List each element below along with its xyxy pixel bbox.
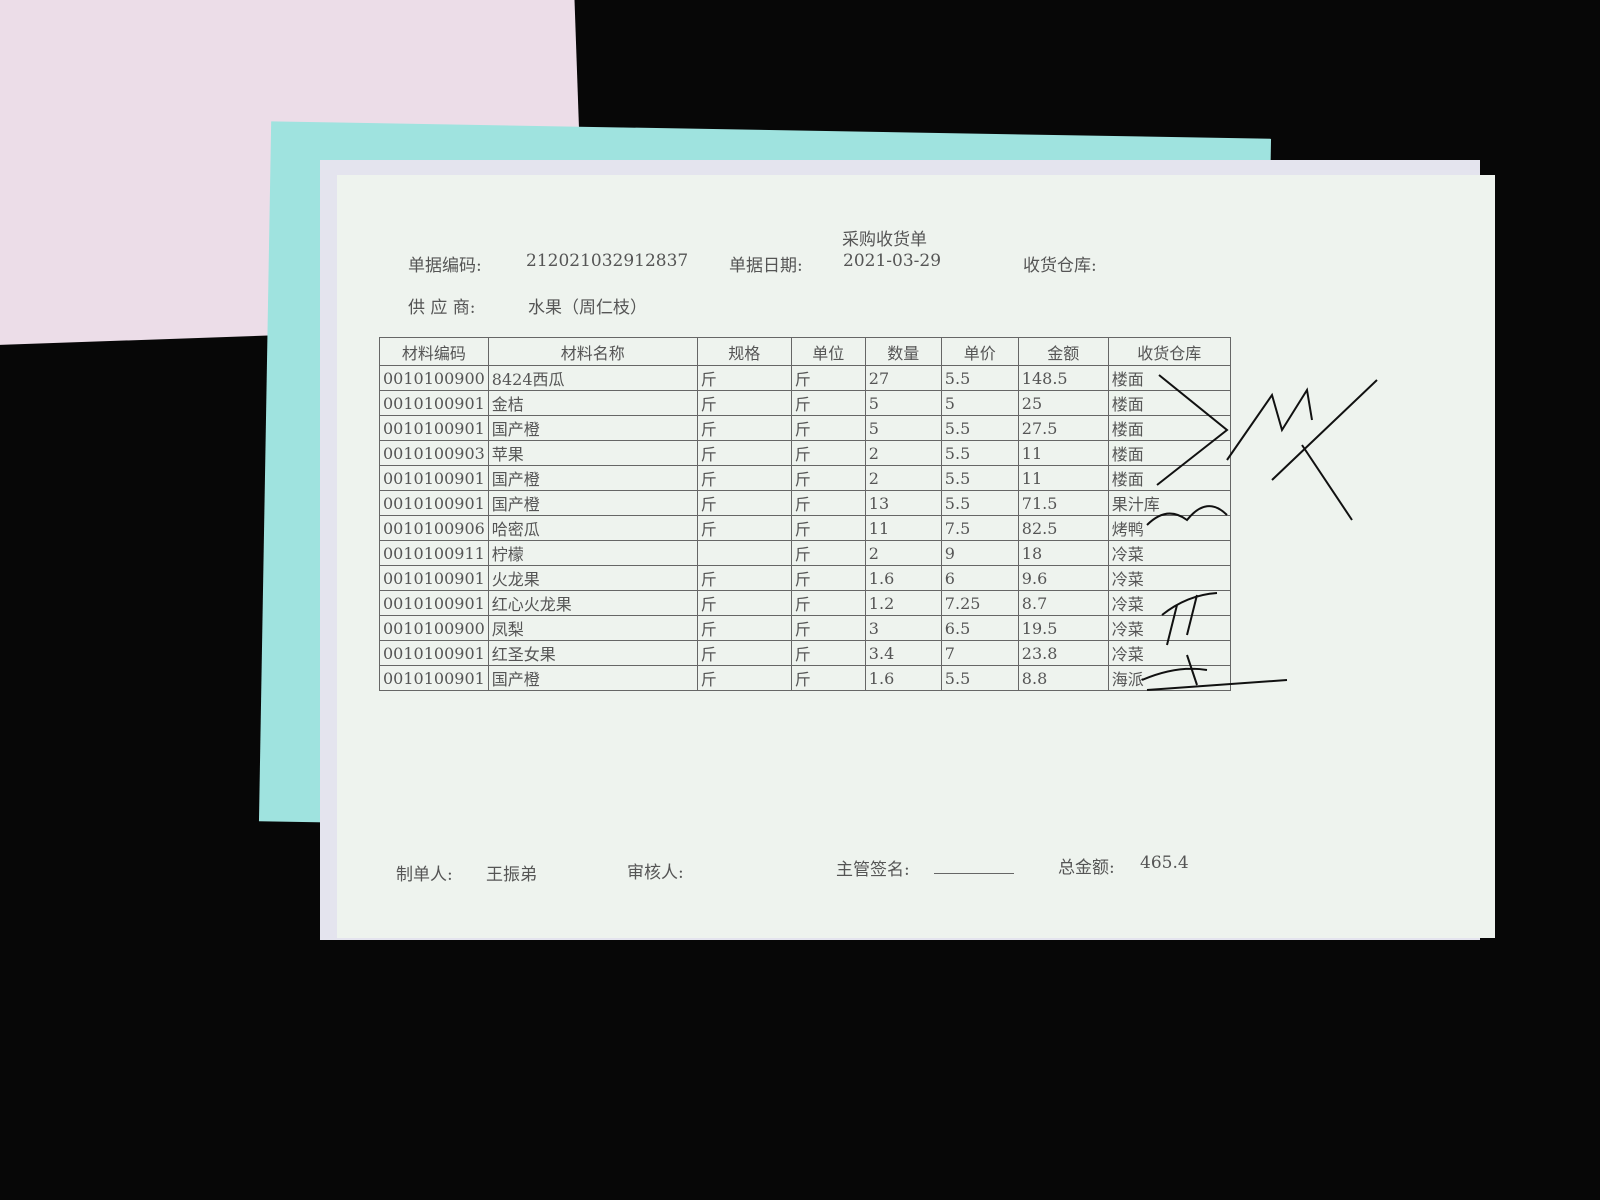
table-cell: 0010100901 — [379, 665, 489, 691]
table-cell: 斤 — [790, 590, 866, 616]
table-cell: 国产橙 — [487, 465, 698, 491]
table-cell: 23.8 — [1017, 640, 1109, 666]
signature-stroke — [1161, 592, 1218, 646]
table-cell: 27 — [864, 365, 942, 391]
table-cell: 楼面 — [1107, 365, 1231, 391]
value: 212021032912837 — [526, 251, 689, 271]
table-cell: 25 — [1017, 390, 1109, 416]
table-cell: 11 — [864, 515, 942, 541]
label: 收货仓库: — [1023, 256, 1097, 276]
table-cell: 海派 — [1107, 665, 1231, 691]
table-cell: 苹果 — [487, 440, 698, 466]
table-cell: 9 — [940, 540, 1019, 566]
table-cell: 0010100901 — [379, 465, 489, 491]
table-cell: 斤 — [790, 665, 866, 691]
table-cell: 冷菜 — [1107, 565, 1231, 591]
table-cell: 27.5 — [1017, 415, 1109, 441]
label: 审核人: — [627, 863, 684, 883]
table-cell: 0010100901 — [379, 490, 489, 516]
table-cell: 8.8 — [1017, 665, 1109, 691]
table-cell: 1.2 — [864, 590, 942, 616]
table-cell: 5.5 — [940, 490, 1019, 516]
table-cell: 斤 — [696, 590, 792, 616]
signature-stroke — [1156, 374, 1229, 486]
table-row: 0010100901 红心火龙果斤斤 1.2 7.25 8.7 冷菜 — [379, 590, 1231, 616]
table-cell: 斤 — [790, 615, 866, 641]
value: 水果（周仁枝） — [528, 298, 647, 318]
table-cell: 11 — [1017, 440, 1109, 466]
table-cell: 6 — [940, 565, 1019, 591]
label: 供 应 商: — [408, 298, 476, 318]
table-cell: 果汁库 — [1107, 490, 1231, 516]
signature-line — [934, 873, 1014, 874]
label: 制单人: — [396, 865, 453, 885]
table-cell: 0010100901 — [379, 565, 489, 591]
table-cell: 斤 — [790, 390, 866, 416]
value: 465.4 — [1140, 853, 1189, 873]
table-row: 0010100901 国产橙斤斤 2 5.5 11 楼面 — [379, 465, 1231, 491]
table-cell: 冷菜 — [1107, 640, 1231, 666]
table-cell: 71.5 — [1017, 490, 1109, 516]
table-cell: 18 — [1017, 540, 1109, 566]
table-cell: 斤 — [790, 640, 866, 666]
label: 总金额: — [1058, 858, 1115, 878]
column-header: 单位 — [790, 337, 866, 366]
table-cell: 8.7 — [1017, 590, 1109, 616]
table-cell: 斤 — [696, 665, 792, 691]
table-cell: 斤 — [696, 390, 792, 416]
table-cell: 9.6 — [1017, 565, 1109, 591]
table-row: 0010100901 国产橙斤斤 5 5.5 27.5 楼面 — [379, 415, 1231, 441]
table-cell: 5.5 — [940, 440, 1019, 466]
table-cell: 0010100900 — [379, 615, 489, 641]
table-cell: 斤 — [696, 615, 792, 641]
signature-stroke — [1141, 654, 1288, 691]
table-row: 0010100901 国产橙斤斤 1.6 5.5 8.8 海派 — [379, 665, 1231, 691]
table-cell: 斤 — [696, 465, 792, 491]
column-header: 收货仓库 — [1107, 337, 1231, 366]
signature-stroke — [1271, 379, 1378, 521]
table-cell: 1.6 — [864, 565, 942, 591]
value: 2021-03-29 — [843, 251, 942, 271]
table-cell: 楼面 — [1107, 465, 1231, 491]
signature-stroke — [1146, 505, 1228, 526]
column-header: 金额 — [1017, 337, 1109, 366]
label: 单据日期: — [729, 256, 803, 276]
table-cell: 斤 — [696, 415, 792, 441]
table-cell: 红圣女果 — [487, 640, 698, 666]
table-cell: 烤鸭 — [1107, 515, 1231, 541]
table-cell: 国产橙 — [487, 665, 698, 691]
table-cell: 0010100901 — [379, 390, 489, 416]
table-cell: 冷菜 — [1107, 590, 1231, 616]
table-cell: 斤 — [790, 540, 866, 566]
table-cell — [696, 540, 792, 566]
table-row: 0010100900 8424西瓜斤斤 27 5.5 148.5 楼面 — [379, 365, 1231, 391]
table-cell: 斤 — [696, 565, 792, 591]
table-cell: 11 — [1017, 465, 1109, 491]
header-row: 材料编码 材料名称 规格 单位 数量 单价 金额 收货仓库 — [379, 337, 1231, 366]
signatures — [1141, 374, 1378, 691]
table-cell: 2 — [864, 440, 942, 466]
receipt: 采购收货单 单据编码: 212021032912837 单据日期: 2021-0… — [337, 175, 1495, 938]
table-cell: 凤梨 — [487, 615, 698, 641]
table-cell: 0010100900 — [379, 365, 489, 391]
table-cell: 148.5 — [1017, 365, 1109, 391]
title: 采购收货单 — [842, 230, 927, 250]
signature-stroke — [1226, 387, 1313, 461]
value: 王振弟 — [486, 865, 537, 885]
table-cell: 5.5 — [940, 415, 1019, 441]
label: 单据编码: — [408, 256, 482, 276]
table-cell: 红心火龙果 — [487, 590, 698, 616]
table-row: 0010100901 红圣女果斤斤 3.4 7 23.8 冷菜 — [379, 640, 1231, 666]
column-header: 材料编码 — [379, 337, 489, 366]
table-cell: 0010100901 — [379, 640, 489, 666]
items-table: 材料编码 材料名称 规格 单位 数量 单价 金额 收货仓库 0010100900 8424西瓜斤… — [379, 337, 1231, 691]
table-cell: 1.6 — [864, 665, 942, 691]
table-row: 0010100900 凤梨斤斤 3 6.5 19.5 冷菜 — [379, 615, 1231, 641]
table-row: 0010100901 火龙果斤斤 1.6 6 9.6 冷菜 — [379, 565, 1231, 591]
table-cell: 7.5 — [940, 515, 1019, 541]
label: 主管签名: — [836, 860, 910, 880]
table-cell: 斤 — [790, 515, 866, 541]
